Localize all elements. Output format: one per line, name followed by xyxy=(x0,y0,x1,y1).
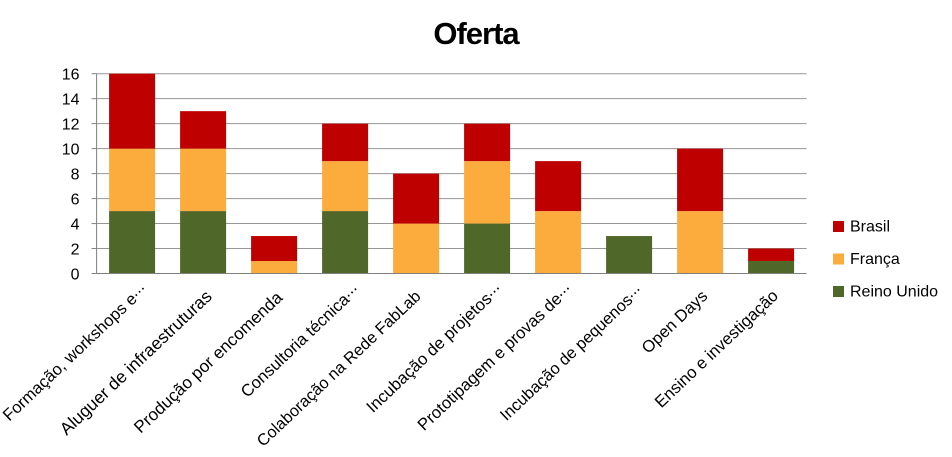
svg-text:4: 4 xyxy=(71,217,80,234)
svg-text:8: 8 xyxy=(71,167,80,184)
svg-text:Brasil: Brasil xyxy=(850,219,890,236)
svg-text:2: 2 xyxy=(71,241,80,258)
svg-text:6: 6 xyxy=(71,192,80,209)
svg-text:0: 0 xyxy=(71,266,80,283)
svg-text:12: 12 xyxy=(62,117,80,134)
svg-text:Oferta: Oferta xyxy=(433,16,520,51)
svg-text:França: França xyxy=(850,251,900,268)
svg-text:Reino Unido: Reino Unido xyxy=(850,284,938,301)
svg-text:10: 10 xyxy=(62,142,80,159)
svg-text:14: 14 xyxy=(62,92,80,109)
svg-text:16: 16 xyxy=(62,67,80,84)
